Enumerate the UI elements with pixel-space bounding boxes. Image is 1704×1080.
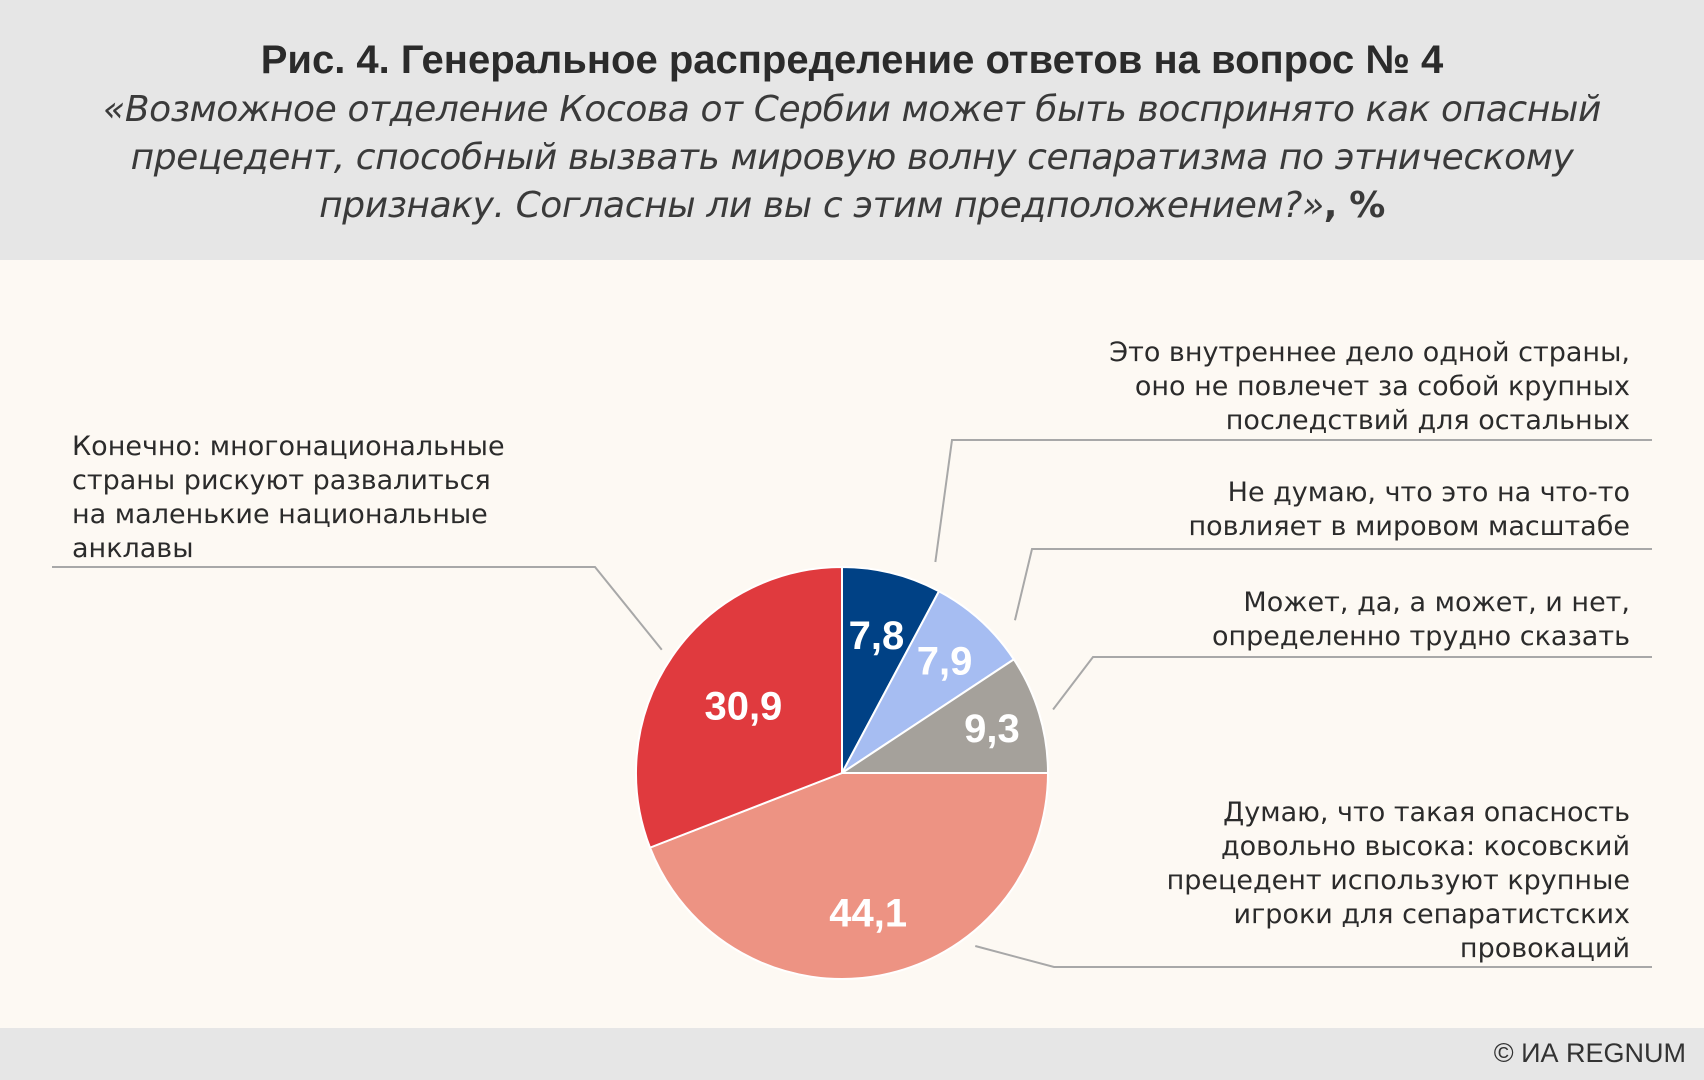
leader-line-2 [1013,548,1652,621]
value-label-2: 7,9 [917,639,973,683]
category-label-1: Это внутреннее дело одной страны, оно не … [1109,336,1630,438]
category-label-2: Не думаю, что это на что-то повлияет в ми… [1188,476,1630,544]
pie-slice-5 [635,565,843,849]
category-label-line: Может, да, а может, и нет, [1243,587,1630,618]
pie-slice-3 [838,657,1050,774]
category-label-3: Может, да, а может, и нет, определенно тр… [1212,586,1630,654]
value-label-4: 44,1 [829,892,907,936]
category-label-line: анклавы [72,533,194,564]
category-label-line: Думаю, что такая опасность [1223,797,1630,828]
header-band: Рис. 4. Генеральное распределение ответо… [0,0,1704,260]
category-label-5: Конечно: многонациональные страны рискуют… [72,430,505,566]
value-label-3: 9,3 [964,707,1020,751]
pie-slice-4 [648,772,1050,980]
source-credit: © ИА REGNUM [1493,1038,1686,1068]
value-label-1: 7,8 [849,614,905,658]
value-labels: 7,8 7,9 9,3 44,1 30,9 [704,614,1019,936]
category-label-line: страны рискуют развалиться [72,465,491,496]
pie-slice-2 [841,589,1016,774]
leader-line-1 [934,439,1652,563]
chart-title: Рис. 4. Генеральное распределение ответо… [260,38,1444,82]
category-label-line: Конечно: многонациональные [72,431,505,462]
category-label-line: довольно высока: косовский [1220,831,1630,862]
unit-label: , % [1323,185,1385,226]
chart-subtitle: «Возможное отделение Косова от Сербии мо… [72,86,1632,230]
category-label-line: на маленькие национальные [72,499,488,530]
category-label-line: Это внутреннее дело одной страны, [1109,337,1630,368]
category-label-line: повлияет в мировом масштабе [1188,511,1630,542]
category-label-line: последствий для остальных [1225,405,1630,436]
question-text: «Возможное отделение Косова от Сербии мо… [103,89,1601,226]
leader-lines [52,439,1652,968]
category-label-line: Не думаю, что это на что-то [1227,477,1630,508]
category-label-line: игроки для сепаратистских [1233,899,1630,930]
category-label-line: прецедент используют крупные [1166,865,1630,896]
leader-line-3 [1052,656,1652,711]
pie-slices [635,565,1050,980]
category-label-4: Думаю, что такая опасность довольно высок… [1167,796,1630,966]
value-label-5: 30,9 [704,685,782,729]
leader-line-4 [975,945,1652,968]
leader-line-5 [52,566,663,651]
category-label-line: оно не повлечет за собой крупных [1134,371,1630,402]
pie-slice-1 [841,565,941,774]
category-label-line: определенно трудно сказать [1212,621,1630,652]
category-label-line: провокаций [1459,933,1630,964]
footer-band: © ИА REGNUM [0,1028,1704,1080]
